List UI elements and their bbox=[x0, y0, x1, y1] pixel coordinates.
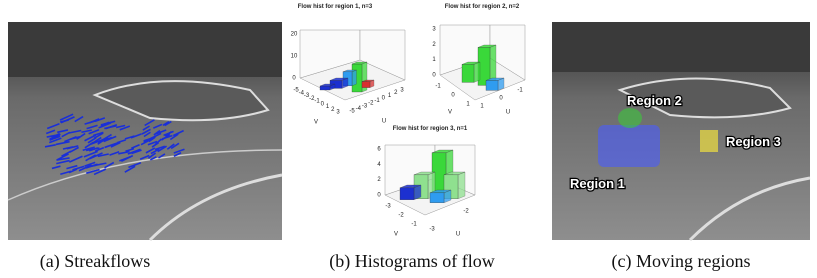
v-tick-label: 3 bbox=[336, 110, 340, 116]
u-tick-label: 0 bbox=[382, 95, 386, 101]
bar-side bbox=[474, 62, 480, 82]
histogram-title: Flow hist for region 2, n=2 bbox=[445, 4, 520, 10]
u-tick-label: -1 bbox=[374, 98, 380, 104]
u-tick-label: -3 bbox=[362, 103, 368, 109]
v-tick-label: -1 bbox=[411, 222, 417, 228]
z-tick-label: 1 bbox=[432, 57, 436, 63]
region-label: Region 1 bbox=[570, 176, 625, 191]
bar-front bbox=[486, 80, 498, 90]
v-tick-label: -2 bbox=[398, 213, 404, 219]
z-tick-label: 3 bbox=[432, 27, 436, 33]
panel-c: Region 2 Region 3 Region 1 (c) Moving re… bbox=[552, 22, 810, 272]
z-tick-label: 10 bbox=[291, 54, 298, 60]
z-tick-label: 4 bbox=[377, 162, 381, 168]
histogram-title: Flow hist for region 3, n=1 bbox=[393, 126, 468, 132]
u-axis-label: U bbox=[382, 119, 386, 125]
u-tick-label: 1 bbox=[388, 93, 392, 99]
v-tick-label: 0 bbox=[451, 93, 455, 99]
panel-a: (a) Streakflows bbox=[8, 22, 282, 272]
bar-front bbox=[430, 193, 444, 203]
v-tick-label: 1 bbox=[466, 102, 470, 108]
caption: (b) Histograms of flow bbox=[329, 251, 494, 272]
u-axis-label: U bbox=[506, 110, 510, 116]
bar-front bbox=[320, 86, 330, 90]
bar-front bbox=[362, 82, 370, 88]
u-tick-label: 1 bbox=[480, 104, 484, 110]
u-tick-label: -2 bbox=[368, 101, 374, 107]
u-tick-label: 2 bbox=[394, 90, 398, 96]
region-overlay bbox=[598, 125, 660, 167]
building bbox=[552, 22, 810, 72]
v-tick-label: -1 bbox=[435, 84, 441, 90]
z-tick-label: 6 bbox=[377, 147, 381, 153]
panel-b: (b) Histograms of flow Flow hist for reg… bbox=[291, 4, 525, 272]
region-overlay bbox=[700, 130, 718, 152]
v-tick-label: -1 bbox=[314, 99, 320, 105]
caption: (c) Moving regions bbox=[612, 251, 751, 272]
v-tick-label: 1 bbox=[326, 104, 330, 110]
bar-front bbox=[462, 64, 474, 82]
u-axis-label: U bbox=[456, 232, 460, 238]
v-axis-label: V bbox=[448, 110, 452, 116]
u-tick-label: -4 bbox=[356, 106, 362, 112]
z-tick-label: 2 bbox=[377, 177, 381, 183]
bar-side bbox=[352, 70, 357, 86]
v-tick-label: 2 bbox=[331, 107, 335, 113]
u-tick-label: -2 bbox=[463, 209, 469, 215]
bar-front bbox=[400, 188, 414, 200]
v-axis-label: V bbox=[314, 120, 318, 126]
z-tick-label: 0 bbox=[292, 76, 296, 82]
u-tick-label: 0 bbox=[499, 96, 503, 102]
z-tick-label: 0 bbox=[432, 73, 436, 79]
building bbox=[8, 22, 282, 77]
figure: (a) Streakflows (b) Histograms of flow F… bbox=[0, 0, 817, 278]
bar-side bbox=[458, 172, 465, 199]
u-tick-label: -3 bbox=[429, 227, 435, 233]
v-tick-label: -3 bbox=[385, 204, 391, 210]
z-tick-label: 0 bbox=[377, 193, 381, 199]
z-tick-label: 2 bbox=[432, 42, 436, 48]
region-label: Region 3 bbox=[726, 134, 781, 149]
z-tick-label: 20 bbox=[291, 32, 298, 38]
v-axis-label: V bbox=[394, 232, 398, 238]
region-label: Region 2 bbox=[627, 93, 682, 108]
u-tick-label: -1 bbox=[517, 88, 523, 94]
u-tick-label: -5 bbox=[349, 109, 355, 115]
histogram-title: Flow hist for region 1, n=3 bbox=[298, 4, 373, 10]
v-tick-label: 0 bbox=[321, 101, 325, 107]
caption: (a) Streakflows bbox=[40, 251, 150, 272]
u-tick-label: 3 bbox=[400, 88, 404, 94]
region-overlay bbox=[618, 108, 642, 128]
